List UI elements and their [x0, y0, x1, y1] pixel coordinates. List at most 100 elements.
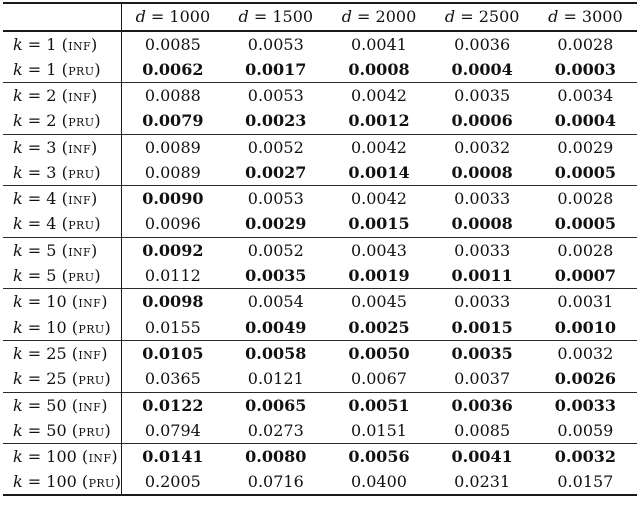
value-cell: 0.0005: [554, 214, 616, 234]
value-cell: 0.0017: [245, 59, 307, 79]
value-cell: 0.0052: [247, 240, 304, 260]
table-row: k = 4 (pru) 0.0096 0.0029 0.0015 0.0008 …: [3, 211, 637, 238]
table-row: k = 100 (inf) 0.0141 0.0080 0.0056 0.004…: [3, 443, 637, 470]
value-cell: 0.0085: [454, 420, 511, 440]
value-cell: 0.0010: [554, 317, 616, 337]
value-cell: 0.0019: [348, 266, 410, 286]
row-label: k = 4 (pru): [13, 214, 102, 234]
value-cell: 0.0042: [350, 85, 407, 105]
col-header-var: d: [444, 7, 456, 27]
row-label: k = 2 (inf): [13, 85, 98, 105]
col-header-var: d: [135, 7, 146, 27]
value-cell: 0.0052: [247, 137, 304, 157]
value-cell: 0.0029: [245, 214, 307, 234]
value-cell: 0.0028: [557, 240, 614, 260]
value-cell: 0.0049: [245, 317, 307, 337]
col-header-d3000: d = 3000: [534, 3, 637, 31]
value-cell: 0.0033: [454, 240, 511, 260]
value-cell: 0.0067: [350, 369, 407, 389]
value-cell: 0.0089: [120, 134, 225, 160]
value-cell: 0.0008: [451, 214, 513, 234]
value-cell: 0.0005: [554, 162, 616, 182]
value-cell: 0.0004: [451, 59, 513, 79]
value-cell: 0.0033: [454, 189, 511, 209]
value-cell: 0.0053: [247, 189, 304, 209]
results-table: d = 1000 d = 1500 d = 2000 d = 2500 d = …: [3, 2, 637, 497]
value-cell: 0.0122: [120, 392, 225, 418]
value-cell: 0.0088: [120, 82, 225, 109]
value-cell: 0.0003: [554, 59, 616, 79]
value-cell: 0.0041: [451, 447, 513, 467]
row-label: k = 4 (inf): [13, 189, 98, 209]
value-cell: 0.0011: [451, 266, 513, 286]
value-cell: 0.0155: [120, 314, 225, 341]
value-cell: 0.0065: [245, 395, 307, 415]
table-row: k = 10 (pru) 0.0155 0.0049 0.0025 0.0015…: [3, 314, 637, 341]
value-cell: 0.0141: [120, 443, 225, 470]
value-cell: 0.0032: [554, 447, 616, 467]
value-cell: 0.0035: [245, 266, 307, 286]
header-empty-cell: [3, 3, 121, 31]
value-cell: 0.0008: [348, 59, 410, 79]
row-label: k = 50 (inf): [13, 395, 108, 415]
col-header-d2500: d = 2500: [431, 3, 534, 31]
value-cell: 0.0090: [120, 185, 225, 212]
value-cell: 0.0058: [245, 343, 307, 363]
value-cell: 0.0026: [554, 369, 616, 389]
value-cell: 0.0031: [557, 292, 614, 312]
table-row: k = 50 (pru) 0.0794 0.0273 0.0151 0.0085…: [3, 417, 637, 444]
table-row: k = 10 (inf) 0.0098 0.0054 0.0045 0.0033…: [3, 288, 637, 315]
col-header-var: d: [238, 7, 249, 27]
col-header-eq: = 3000: [563, 7, 623, 27]
row-label: k = 5 (inf): [13, 240, 98, 260]
value-cell: 0.0036: [454, 34, 511, 54]
value-cell: 0.0085: [120, 31, 225, 57]
row-label: k = 1 (inf): [13, 34, 98, 54]
row-label: k = 100 (inf): [13, 447, 119, 467]
row-label: k = 10 (inf): [13, 292, 108, 312]
col-header-d1500: d = 1500: [224, 3, 327, 31]
value-cell: 0.0033: [454, 292, 511, 312]
value-cell: 0.0036: [451, 395, 513, 415]
value-cell: 0.0034: [557, 85, 614, 105]
row-label: k = 25 (pru): [13, 369, 112, 389]
value-cell: 0.0029: [557, 137, 614, 157]
value-cell: 0.0105: [120, 340, 225, 367]
table-row: k = 1 (pru) 0.0062 0.0017 0.0008 0.0004 …: [3, 56, 637, 83]
value-cell: 0.0023: [245, 111, 307, 131]
col-header-d2000: d = 2000: [327, 3, 430, 31]
table-row: k = 100 (pru) 0.2005 0.0716 0.0400 0.023…: [3, 469, 637, 496]
value-cell: 0.0032: [454, 137, 511, 157]
value-cell: 0.0015: [348, 214, 410, 234]
row-label: k = 100 (pru): [13, 472, 122, 492]
col-header-var: d: [548, 7, 559, 27]
value-cell: 0.0033: [554, 395, 616, 415]
value-cell: 0.0042: [350, 189, 407, 209]
value-cell: 0.0231: [454, 472, 511, 492]
value-cell: 0.0007: [554, 266, 616, 286]
value-cell: 0.0089: [120, 159, 225, 186]
value-cell: 0.0032: [557, 343, 614, 363]
table-row: k = 2 (pru) 0.0079 0.0023 0.0012 0.0006 …: [3, 108, 637, 135]
row-label: k = 2 (pru): [13, 111, 102, 131]
value-cell: 0.0035: [454, 85, 511, 105]
value-cell: 0.0035: [451, 343, 513, 363]
table-row: k = 1 (inf) 0.0085 0.0053 0.0041 0.0036 …: [3, 31, 637, 57]
value-cell: 0.0006: [451, 111, 513, 131]
value-cell: 0.0008: [451, 162, 513, 182]
value-cell: 0.0014: [348, 162, 410, 182]
table-row: k = 50 (inf) 0.0122 0.0065 0.0051 0.0036…: [3, 392, 637, 418]
value-cell: 0.0716: [247, 472, 304, 492]
value-cell: 0.0050: [348, 343, 410, 363]
value-cell: 0.0004: [554, 111, 616, 131]
value-cell: 0.0157: [557, 472, 614, 492]
table-row: k = 25 (pru) 0.0365 0.0121 0.0067 0.0037…: [3, 366, 637, 393]
row-label: k = 3 (inf): [13, 137, 98, 157]
col-header-eq: = 1500: [253, 7, 314, 27]
col-header-eq: = 2500: [460, 7, 520, 27]
value-cell: 0.0080: [245, 447, 307, 467]
value-cell: 0.0012: [348, 111, 410, 131]
row-label: k = 50 (pru): [13, 420, 112, 440]
value-cell: 0.0098: [120, 288, 225, 315]
value-cell: 0.0015: [451, 317, 513, 337]
